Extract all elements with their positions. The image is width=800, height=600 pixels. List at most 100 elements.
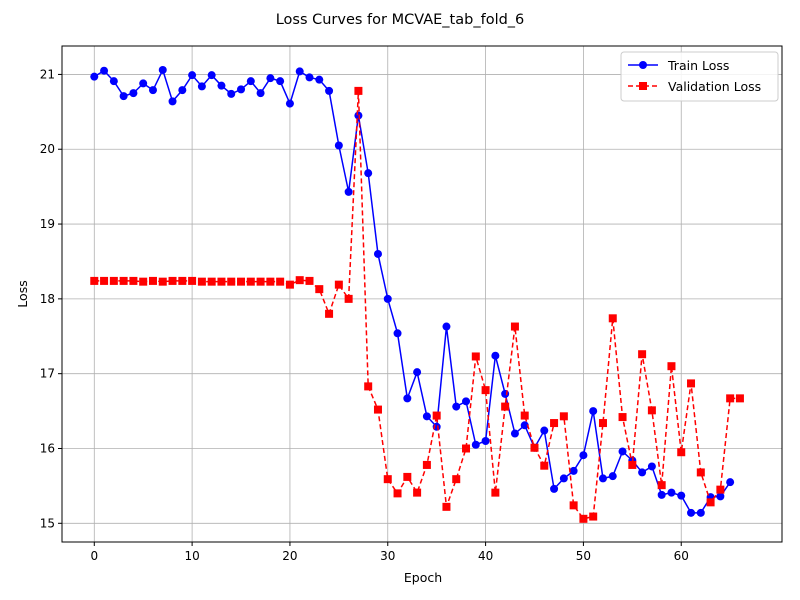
x-tick-label: 60 bbox=[674, 549, 689, 563]
train-loss-point bbox=[237, 85, 246, 94]
validation-loss-point bbox=[452, 475, 461, 484]
validation-loss-point bbox=[589, 512, 598, 521]
legend: Train Loss Validation Loss bbox=[620, 51, 779, 102]
plot-frame bbox=[61, 45, 783, 543]
train-loss-point bbox=[373, 249, 382, 258]
train-loss-point bbox=[139, 79, 148, 88]
validation-loss-point bbox=[139, 277, 148, 286]
train-loss-point bbox=[315, 75, 324, 84]
train-loss-point bbox=[227, 89, 236, 98]
validation-loss-point bbox=[608, 314, 617, 323]
validation-loss-point bbox=[667, 362, 676, 371]
validation-loss-point bbox=[442, 502, 451, 511]
validation-loss-point bbox=[403, 472, 412, 481]
x-tick-label: 0 bbox=[90, 549, 98, 563]
y-tick-label: 20 bbox=[40, 142, 55, 156]
train-loss-point bbox=[119, 92, 128, 101]
legend-train-marker bbox=[639, 61, 647, 69]
train-loss-point bbox=[256, 89, 265, 98]
train-loss-point bbox=[276, 77, 285, 86]
validation-loss-point bbox=[227, 277, 236, 286]
chart-title: Loss Curves for MCVAE_tab_fold_6 bbox=[276, 12, 525, 28]
validation-loss-point bbox=[647, 406, 656, 415]
train-loss-point bbox=[471, 440, 480, 449]
train-loss-point bbox=[696, 508, 705, 517]
train-loss-point bbox=[148, 86, 157, 95]
train-loss-point bbox=[716, 492, 725, 501]
y-tick-label: 17 bbox=[40, 367, 55, 381]
train-loss-point bbox=[559, 474, 568, 483]
validation-loss-point bbox=[481, 386, 490, 395]
train-loss-point bbox=[598, 474, 607, 483]
train-loss-point bbox=[393, 329, 402, 338]
train-loss-point bbox=[647, 462, 656, 471]
validation-loss-point bbox=[530, 443, 539, 452]
train-loss-point bbox=[325, 86, 334, 95]
train-loss-point bbox=[540, 426, 549, 435]
validation-loss-point bbox=[540, 461, 549, 470]
validation-loss-point bbox=[735, 394, 744, 403]
validation-loss-point bbox=[325, 309, 334, 318]
train-loss-point bbox=[608, 472, 617, 481]
validation-loss-point bbox=[266, 277, 275, 286]
validation-loss-point bbox=[178, 276, 187, 285]
validation-loss-point bbox=[256, 277, 265, 286]
validation-loss-point bbox=[207, 277, 216, 286]
y-axis-label: Loss bbox=[15, 280, 30, 307]
validation-loss-point bbox=[237, 277, 246, 286]
train-loss-point bbox=[520, 421, 529, 430]
validation-loss-point bbox=[334, 280, 343, 289]
validation-loss-point bbox=[432, 411, 441, 420]
validation-loss-point bbox=[520, 411, 529, 420]
train-loss-point bbox=[667, 488, 676, 497]
train-loss-point bbox=[422, 412, 431, 421]
grid bbox=[62, 46, 782, 542]
train-loss-point bbox=[109, 77, 118, 86]
validation-loss-point bbox=[129, 276, 138, 285]
train-loss-point bbox=[217, 81, 226, 90]
train-loss-point bbox=[510, 429, 519, 438]
train-loss-point bbox=[579, 451, 588, 460]
train-loss-point bbox=[462, 397, 471, 406]
validation-loss-point bbox=[628, 460, 637, 469]
validation-loss-point bbox=[393, 489, 402, 498]
train-loss-point bbox=[100, 66, 109, 75]
train-loss-point bbox=[364, 169, 373, 178]
validation-loss-point bbox=[148, 276, 157, 285]
y-tick-label: 15 bbox=[40, 516, 55, 530]
train-loss-point bbox=[413, 368, 422, 377]
validation-loss-point bbox=[197, 277, 206, 286]
train-loss-point bbox=[266, 74, 275, 83]
validation-loss-point bbox=[188, 276, 197, 285]
validation-loss-point bbox=[422, 460, 431, 469]
train-loss-point bbox=[569, 466, 578, 475]
validation-loss-point bbox=[657, 481, 666, 490]
validation-loss-point bbox=[510, 322, 519, 331]
validation-loss-point bbox=[559, 412, 568, 421]
legend-box bbox=[620, 51, 779, 102]
validation-loss-point bbox=[246, 277, 255, 286]
train-loss-point bbox=[501, 389, 510, 398]
train-loss-point bbox=[168, 97, 177, 106]
validation-loss-point bbox=[696, 468, 705, 477]
x-tick-label: 20 bbox=[282, 549, 297, 563]
validation-loss-point bbox=[726, 394, 735, 403]
validation-loss-point bbox=[109, 276, 118, 285]
validation-loss-point bbox=[373, 405, 382, 414]
validation-loss-point bbox=[638, 350, 647, 359]
train-loss-point bbox=[197, 82, 206, 91]
validation-loss-point bbox=[598, 419, 607, 428]
validation-loss-point bbox=[158, 277, 167, 286]
train-loss-point bbox=[657, 490, 666, 499]
validation-loss-point bbox=[550, 419, 559, 428]
validation-loss-point bbox=[305, 276, 314, 285]
validation-loss-point bbox=[100, 276, 109, 285]
legend-validation-label: Validation Loss bbox=[668, 79, 761, 94]
train-loss-point bbox=[618, 447, 627, 456]
train-loss-point bbox=[246, 77, 255, 86]
train-loss-point bbox=[403, 394, 412, 403]
validation-loss-point bbox=[344, 294, 353, 303]
validation-loss-point bbox=[354, 86, 363, 95]
train-loss-point bbox=[589, 407, 598, 416]
validation-loss-point bbox=[471, 352, 480, 361]
